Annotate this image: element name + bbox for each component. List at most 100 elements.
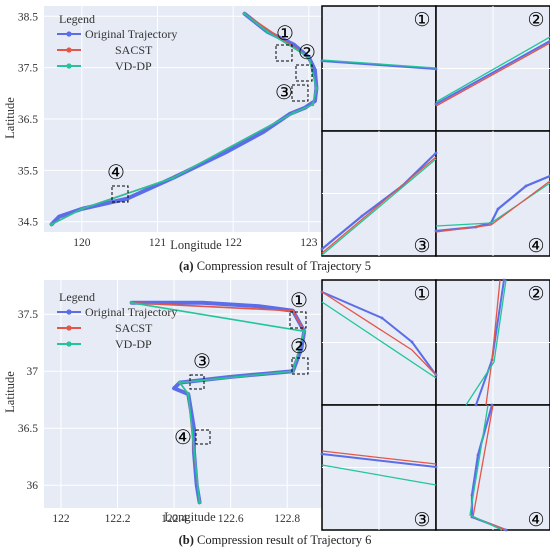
data-point	[292, 111, 296, 115]
data-point	[299, 346, 304, 351]
inset-marker-4: ④	[527, 236, 544, 257]
data-point	[307, 55, 311, 59]
y-axis-label: Latitude	[3, 371, 17, 413]
inset-point	[360, 214, 364, 218]
data-point	[200, 301, 205, 305]
inset-point	[410, 340, 414, 344]
x-tick-label: 122.2	[105, 513, 131, 525]
inset-panel-2	[435, 279, 550, 406]
inset-track-vddp	[321, 464, 437, 486]
x-tick-label: 122	[225, 237, 243, 249]
x-tick-label: 122	[52, 513, 70, 525]
inset-track-original	[321, 60, 437, 70]
inset-tracks	[320, 278, 508, 532]
inset-point	[502, 278, 506, 282]
data-point	[311, 103, 315, 107]
x-tick-label: 121	[149, 237, 167, 249]
data-point	[130, 301, 134, 305]
zoom-marker-2: ②	[298, 42, 316, 64]
legend-swatch-marker	[66, 309, 72, 315]
inset-point	[434, 151, 438, 155]
inset-point	[380, 316, 384, 320]
caption-a-letter: (a)	[179, 259, 194, 273]
zoom-box-3	[291, 84, 309, 102]
data-point	[57, 214, 61, 219]
zoom-box-2	[295, 64, 313, 82]
x-tick-label: 120	[73, 237, 91, 249]
inset-track-vddp	[321, 59, 437, 69]
inset-track-original	[321, 453, 437, 468]
inset-point	[320, 247, 324, 251]
zoom-marker-1: ①	[276, 23, 294, 45]
legend-swatch-marker	[66, 47, 72, 53]
data-point	[265, 30, 269, 34]
inset-track-original	[435, 40, 550, 105]
inset-marker-3: ③	[413, 510, 430, 531]
y-tick-label: 36	[27, 480, 39, 492]
y-tick-label: 35.5	[18, 165, 38, 177]
zoom-box-4	[111, 185, 129, 203]
data-point	[80, 207, 84, 211]
data-point	[257, 304, 261, 309]
data-point	[192, 426, 196, 431]
legend-swatch-marker	[66, 31, 72, 37]
y-tick-label: 37.5	[18, 63, 38, 75]
y-tick-label: 38.5	[18, 11, 38, 23]
zoom-box-2	[291, 357, 309, 375]
inset-panel-3	[321, 130, 437, 257]
inset-point	[524, 184, 528, 188]
zoom-marker-2: ②	[290, 336, 308, 358]
y-tick-label: 34.5	[18, 217, 38, 229]
x-axis-label: Longitude	[170, 238, 222, 252]
inset-track-sacst	[435, 42, 550, 107]
data-point	[178, 381, 182, 385]
chart-b: 122 122.2 122.4 122.6 122.8 36 36.5 37 37.5 Longi…	[3, 278, 550, 532]
inset-marker-4: ④	[527, 510, 544, 531]
inset-track-vddp	[435, 36, 550, 103]
inset-track-original	[321, 152, 437, 250]
data-point	[125, 196, 130, 201]
legend-title: Legend	[59, 290, 95, 304]
y-tick-label: 37	[27, 366, 39, 378]
inset-panel-4	[435, 404, 550, 531]
x-tick-label: 122.4	[161, 513, 187, 525]
legend-entry: VD-DP	[115, 337, 152, 351]
chart-a: 120 121 122 123 34.5 35.5 36.5 37.5 38.5 Longitud…	[3, 5, 550, 257]
inset-track-vddp	[469, 404, 503, 531]
inset-marker-2: ②	[527, 10, 544, 31]
inset-marker-1: ①	[413, 284, 430, 305]
inset-marker-2: ②	[527, 284, 544, 305]
inset-point	[434, 465, 438, 469]
zoom-marker-3: ③	[193, 351, 211, 373]
data-point	[50, 222, 54, 226]
caption-b-text: Compression result of Trajectory 6	[197, 533, 372, 547]
inset-panel-3	[321, 404, 437, 531]
inset-track-vddp	[465, 279, 507, 406]
zoom-marker-1: ①	[290, 290, 308, 312]
caption-b: (b) Compression result of Trajectory 6	[0, 533, 550, 548]
inset-point	[496, 207, 500, 211]
data-point	[223, 150, 228, 155]
inset-track-vddp	[321, 301, 437, 379]
legend-title: Legend	[59, 12, 95, 26]
legend-swatch-marker	[66, 63, 72, 69]
x-tick-label: 123	[300, 237, 318, 249]
zoom-box-1	[289, 311, 307, 329]
data-point	[291, 42, 296, 47]
zoom-box-4	[195, 429, 211, 445]
caption-a-text: Compression result of Trajectory 5	[196, 259, 371, 273]
data-point	[261, 130, 266, 134]
inset-marker-3: ③	[413, 236, 430, 257]
legend-entry: SACST	[115, 43, 153, 57]
y-tick-label: 36.5	[18, 114, 38, 126]
inset-panel-2	[435, 5, 550, 132]
legend-swatch-marker	[66, 341, 72, 347]
inset-track-sacst	[321, 450, 437, 465]
inset-panels: ① ② ③ ④	[320, 5, 550, 257]
y-axis-label: Latitude	[3, 97, 17, 139]
inset-panels: ① ② ③ ④	[320, 278, 550, 532]
data-point	[171, 176, 175, 180]
